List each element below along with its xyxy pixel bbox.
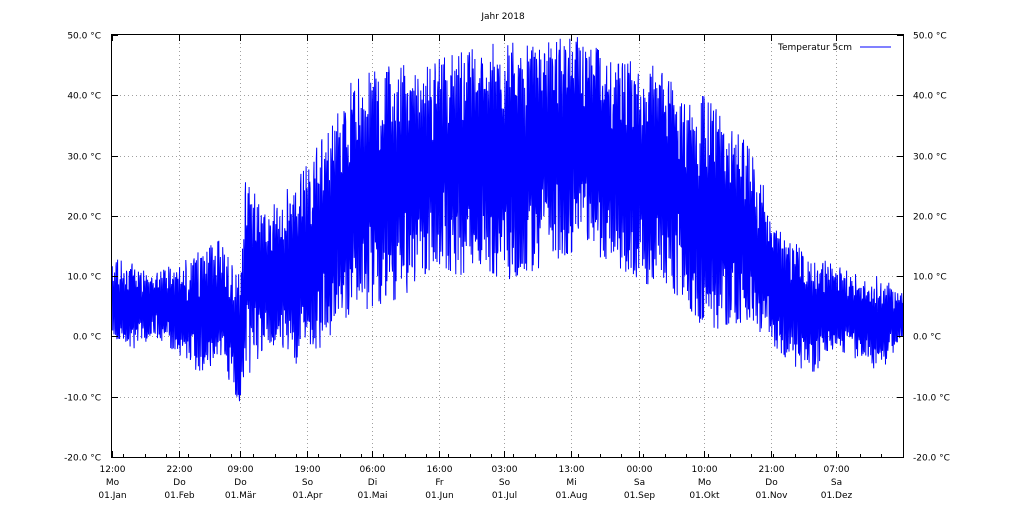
x-tick-label-time: 10:00 xyxy=(692,465,718,475)
x-tick-label-time: 07:00 xyxy=(824,465,850,475)
x-tick-label-date: 01.Nov xyxy=(756,491,789,501)
legend: Temperatur 5cm xyxy=(777,43,891,53)
y-tick-label-right: -10.0 °C xyxy=(913,394,950,404)
x-tick-label-weekday: Sa xyxy=(634,478,645,488)
x-tick-label-time: 12:00 xyxy=(100,465,126,475)
x-tick-label-weekday: So xyxy=(302,478,314,488)
y-tick-label-left: 50.0 °C xyxy=(67,32,101,42)
plot-border xyxy=(111,34,904,458)
x-tick-label-weekday: Do xyxy=(234,478,247,488)
x-tick-label-date: 01.Jul xyxy=(492,491,517,501)
x-tick-label-time: 19:00 xyxy=(295,465,321,475)
x-tick-label-weekday: So xyxy=(499,478,511,488)
chart-title: Jahr 2018 xyxy=(480,12,525,22)
x-tick-label-date: 01.Jan xyxy=(98,491,126,501)
x-tick-label-date: 01.Jun xyxy=(425,491,453,501)
x-tick-label-weekday: Mo xyxy=(106,478,120,488)
y-tick-label-left: 20.0 °C xyxy=(67,213,101,223)
y-axis-left: 50.0 °C 40.0 °C 30.0 °C 20.0 °C 10.0 °C 0.0 °… xyxy=(64,32,118,464)
x-tick-label-time: 06:00 xyxy=(360,465,386,475)
x-tick-label-date: 01.Aug xyxy=(556,491,588,501)
x-tick-label-time: 03:00 xyxy=(492,465,518,475)
series-layer xyxy=(111,37,904,402)
y-axis-right: 50.0 °C 40.0 °C 30.0 °C 20.0 °C 10.0 °C 0.0 °… xyxy=(897,32,950,464)
x-tick-label-date: 01.Okt xyxy=(689,491,720,501)
x-tick-label-weekday: Mi xyxy=(566,478,576,488)
y-tick-label-right: -20.0 °C xyxy=(913,454,950,464)
x-tick-label-weekday: Di xyxy=(368,478,377,488)
y-tick-label-left: 40.0 °C xyxy=(67,92,101,102)
x-tick-label-weekday: Mo xyxy=(698,478,712,488)
x-axis: 12:00 Mo 01.Jan 22:00 Do 01.Feb 09:00 Do 01.Mär 1… xyxy=(98,35,882,501)
x-tick-label-time: 09:00 xyxy=(228,465,254,475)
y-tick-label-right: 30.0 °C xyxy=(913,153,947,163)
y-tick-label-right: 40.0 °C xyxy=(913,92,947,102)
legend-label: Temperatur 5cm xyxy=(777,43,852,53)
series-line-temperatur-5cm xyxy=(111,37,904,402)
y-tick-label-left: 0.0 °C xyxy=(73,333,101,343)
x-tick-label-date: 01.Apr xyxy=(293,491,323,501)
x-tick-label-time: 16:00 xyxy=(427,465,453,475)
x-tick-label-date: 01.Dez xyxy=(821,491,853,501)
y-tick-label-right: 50.0 °C xyxy=(913,32,947,42)
x-tick-label-weekday: Do xyxy=(173,478,186,488)
x-tick-label-time: 00:00 xyxy=(627,465,653,475)
x-tick-label-time: 22:00 xyxy=(167,465,193,475)
x-tick-label-date: 01.Mär xyxy=(225,491,257,501)
x-tick-label-time: 13:00 xyxy=(559,465,585,475)
y-tick-label-left: -10.0 °C xyxy=(64,394,101,404)
x-tick-label-weekday: Sa xyxy=(831,478,842,488)
x-tick-label-date: 01.Sep xyxy=(624,491,656,501)
x-tick-label-weekday: Fr xyxy=(435,478,444,488)
y-tick-label-right: 20.0 °C xyxy=(913,213,947,223)
x-tick-label-date: 01.Feb xyxy=(164,491,195,501)
y-tick-label-left: 10.0 °C xyxy=(67,273,101,283)
x-tick-label-date: 01.Mai xyxy=(357,491,387,501)
y-tick-label-right: 10.0 °C xyxy=(913,273,947,283)
x-tick-label-weekday: Do xyxy=(765,478,778,488)
y-tick-label-right: 0.0 °C xyxy=(913,333,941,343)
y-tick-label-left: 30.0 °C xyxy=(67,153,101,163)
y-tick-label-left: -20.0 °C xyxy=(64,454,101,464)
x-tick-label-time: 21:00 xyxy=(759,465,785,475)
